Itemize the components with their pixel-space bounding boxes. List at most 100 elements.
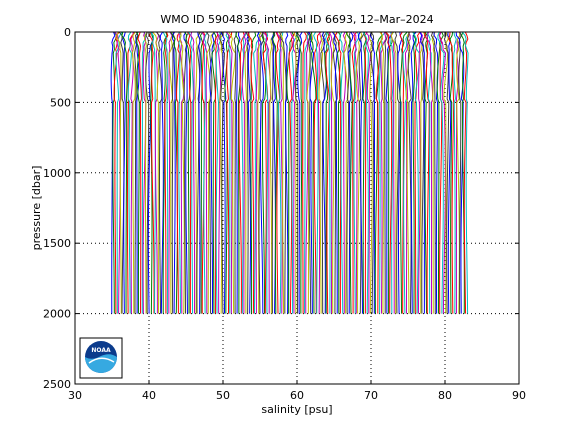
profile-line xyxy=(154,32,160,314)
profile-line xyxy=(399,32,408,314)
profile-line xyxy=(296,32,303,314)
profile-line xyxy=(318,32,325,314)
profile-line xyxy=(121,32,128,314)
profile-line xyxy=(385,32,393,314)
y-tick-label: 2500 xyxy=(43,378,71,391)
profile-line xyxy=(279,32,287,314)
y-tick-label: 1000 xyxy=(43,167,71,180)
profile-line xyxy=(448,32,455,314)
profile-line xyxy=(346,32,352,314)
profile-line xyxy=(339,32,344,314)
profile-line xyxy=(205,32,213,314)
profile-line xyxy=(142,32,147,314)
profile-line xyxy=(438,32,443,314)
profile-line xyxy=(225,32,233,314)
y-axis-label: pressure [dbar] xyxy=(30,166,43,251)
profile-line xyxy=(402,32,411,314)
profile-line xyxy=(426,32,434,314)
profile-line xyxy=(277,32,284,314)
profile-line xyxy=(147,32,154,314)
profile-line xyxy=(410,32,417,314)
profile-line xyxy=(460,32,465,314)
profile-line xyxy=(443,32,450,314)
profile-line xyxy=(203,32,209,314)
profile-line xyxy=(200,32,208,314)
profile-line xyxy=(256,32,264,314)
profile-line xyxy=(419,32,426,314)
y-tick-label: 2000 xyxy=(43,308,71,321)
profile-line xyxy=(286,32,295,314)
profile-line xyxy=(127,32,132,314)
profile-line xyxy=(276,32,283,314)
profile-line xyxy=(325,32,331,314)
profile-line xyxy=(458,32,462,314)
y-tick-label: 0 xyxy=(64,26,71,39)
profile-line xyxy=(306,32,314,314)
profile-line xyxy=(291,32,298,314)
profile-line xyxy=(324,32,331,314)
profile-line xyxy=(463,32,469,314)
profile-line xyxy=(258,32,265,314)
profile-line xyxy=(330,32,336,314)
profile-line xyxy=(374,32,383,314)
profile-line xyxy=(357,32,364,314)
profile-line xyxy=(295,32,300,314)
profile-line xyxy=(365,32,372,314)
profile-line xyxy=(245,32,250,314)
profile-line xyxy=(228,32,236,314)
chart-title: WMO ID 5904836, internal ID 6693, 12–Mar… xyxy=(160,13,433,26)
profile-line xyxy=(177,32,182,314)
profile-line xyxy=(351,32,358,314)
profile-line xyxy=(369,32,375,314)
profile-line xyxy=(345,32,353,314)
profile-line xyxy=(414,32,421,314)
x-tick-label: 60 xyxy=(290,389,304,402)
profile-line xyxy=(159,32,164,314)
profile-line xyxy=(379,32,385,314)
profile-line xyxy=(412,32,417,314)
profile-line xyxy=(187,32,194,314)
y-tick-label: 500 xyxy=(50,96,71,109)
profile-line xyxy=(265,32,269,314)
profile-line xyxy=(134,32,139,314)
profile-line xyxy=(135,32,140,314)
profile-line xyxy=(179,32,185,314)
profile-line xyxy=(214,32,219,314)
profile-line xyxy=(455,32,465,314)
profile-line xyxy=(272,32,278,314)
x-axis-ticks: 30 40 50 60 70 80 90 xyxy=(68,32,526,402)
x-tick-label: 50 xyxy=(216,389,230,402)
profile-line xyxy=(238,32,245,314)
profile-line xyxy=(197,32,201,314)
noaa-logo-text: NOAA xyxy=(91,347,111,354)
profile-line xyxy=(305,32,312,314)
profile-line xyxy=(209,32,215,314)
profile-line xyxy=(215,32,222,314)
x-tick-label: 40 xyxy=(142,389,156,402)
profile-line xyxy=(336,32,342,314)
profile-line xyxy=(405,32,411,314)
profile-line xyxy=(145,32,150,314)
profile-line xyxy=(171,32,176,314)
profile-line xyxy=(246,32,251,314)
profile-line xyxy=(271,32,276,314)
profile-line xyxy=(375,32,383,314)
profile-line xyxy=(131,32,136,314)
x-tick-label: 80 xyxy=(438,389,452,402)
profile-line xyxy=(247,32,255,314)
profile-line xyxy=(384,32,388,314)
profile-line xyxy=(317,32,323,314)
profile-line xyxy=(236,32,241,314)
profile-line xyxy=(156,32,163,314)
profile-line xyxy=(447,32,452,314)
profile-line xyxy=(331,32,338,314)
profile-line xyxy=(115,32,123,314)
profile-line xyxy=(431,32,436,314)
profile-line xyxy=(424,32,429,314)
profile-line xyxy=(183,32,190,314)
profile-line xyxy=(216,32,222,314)
profile-line xyxy=(135,32,140,314)
profile-line xyxy=(385,32,393,314)
profile-line xyxy=(390,32,397,314)
profile-line xyxy=(255,32,264,314)
